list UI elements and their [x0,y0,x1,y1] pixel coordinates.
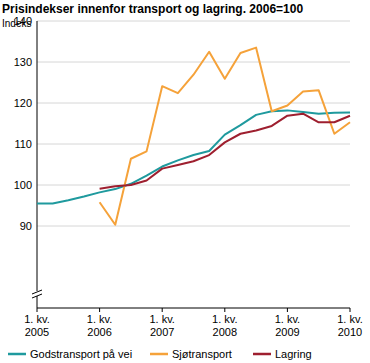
x-tick-label: 1. kv.2008 [212,313,237,338]
x-tick-label: 1. kv.2010 [337,313,362,338]
legend-swatch [253,353,271,356]
legend-label: Godstransport på vei [30,348,132,360]
y-axis [37,21,38,308]
axis-break [32,294,42,298]
x-tick [350,308,351,312]
y-tick-label: 130 [14,56,32,68]
grid-line [37,21,350,22]
y-tick-label: 110 [14,138,32,150]
x-axis [37,308,350,309]
plot-area [37,48,350,225]
x-tick-label: 1. kv.2006 [87,313,112,338]
series-line [37,110,350,203]
grid-line [37,185,350,186]
x-tick-label: 1. kv.2007 [149,313,174,338]
axis-break-bg [32,291,42,296]
legend-swatch [150,353,168,356]
series-line [100,48,350,225]
legend-label: Lagring [275,348,312,360]
grid-line [37,144,350,145]
chart: Prisindekser innenfor transport og lagri… [0,0,370,363]
x-tick [287,308,288,312]
grid-line [37,62,350,63]
y-tick-label: 120 [14,97,32,109]
x-tick [99,308,100,312]
grid-line [37,226,350,227]
x-tick [224,308,225,312]
y-tick-label: 140 [14,15,32,27]
y-tick-label: 100 [14,179,32,191]
title: Prisindekser innenfor transport og lagri… [2,2,303,16]
legend-label: Sjøtransport [172,348,232,360]
x-tick [37,308,38,312]
legend-swatch [8,353,26,356]
axis-break [32,290,42,294]
x-tick [162,308,163,312]
y-tick-label: 90 [20,220,32,232]
x-tick-label: 1. kv.2005 [24,313,49,338]
series-line [100,114,350,189]
x-tick-label: 1. kv.2009 [275,313,300,338]
grid-line [37,103,350,104]
